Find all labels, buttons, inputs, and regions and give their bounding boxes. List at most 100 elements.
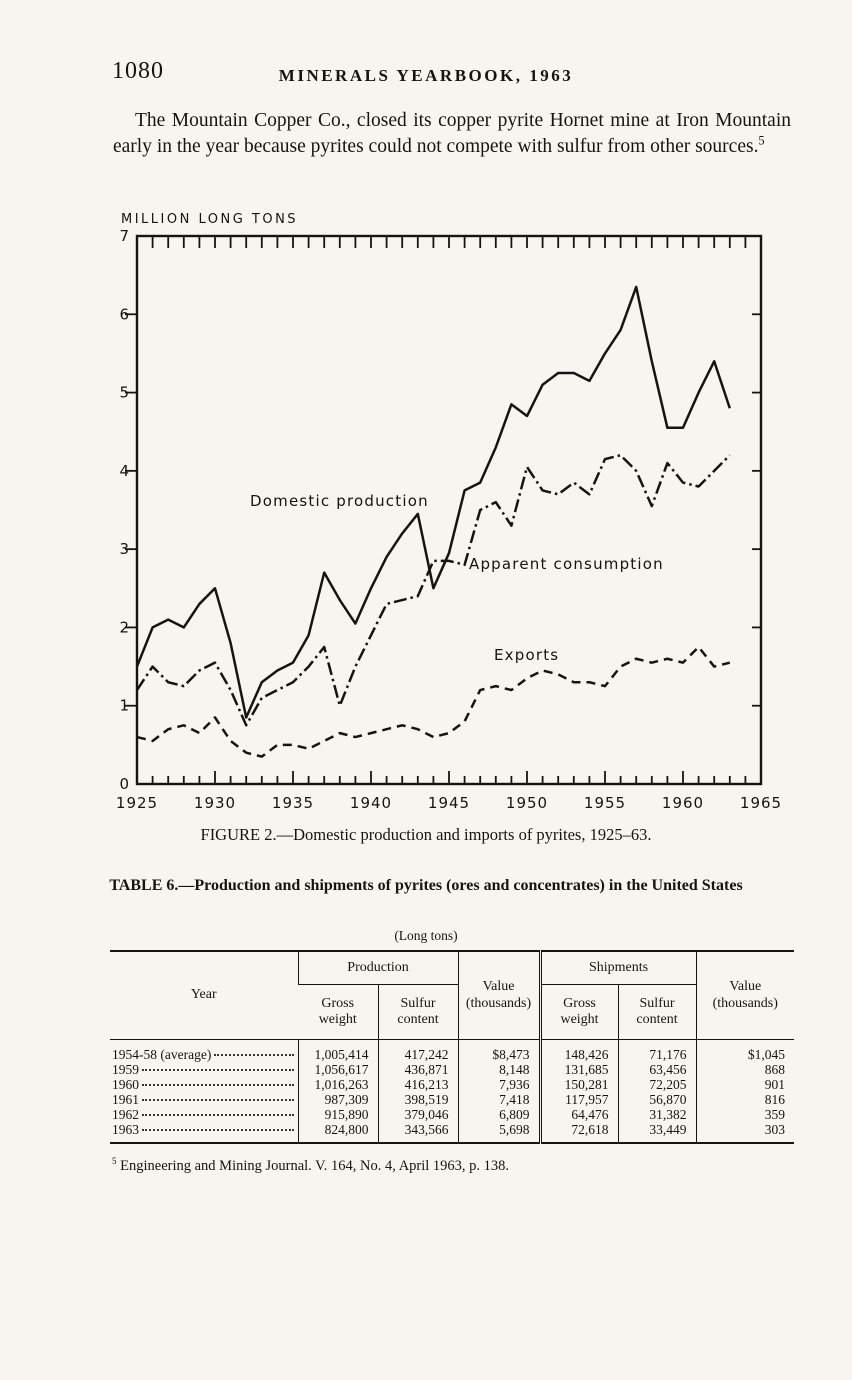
table-header: Year Production Value (thousands) Shipme… <box>110 951 795 1040</box>
table-title: TABLE 6.—Production and shipments of pyr… <box>109 877 743 894</box>
production-gross-cell: 987,309 <box>297 1092 378 1107</box>
dot-leader <box>142 1069 294 1071</box>
shipments-sulfur-cell: 72,205 <box>617 1077 697 1092</box>
chart-canvas: 0 1 2 3 4 5 6 7 1925 1930 1935 1940 1945 1950 1955 1960… <box>117 227 782 812</box>
col-group-shipments: Shipments <box>538 951 697 985</box>
production-gross-cell: 824,800 <box>297 1122 378 1143</box>
table-body: 1954-58 (average) 1,005,414 417,242 $8,4… <box>110 1039 795 1143</box>
col-header-production-sulfur: Sulfur content <box>377 984 459 1040</box>
col-header-production-gross: Gross weight <box>318 995 357 1027</box>
shipments-gross-cell: 72,618 <box>538 1122 619 1143</box>
production-gross-cell: 1,005,414 <box>297 1039 378 1062</box>
page-number: 1080 <box>112 58 164 84</box>
table-subtitle: (Long tons) <box>394 928 458 943</box>
production-value-cell: 8,148 <box>457 1062 541 1077</box>
row-year: 1963 <box>112 1122 139 1137</box>
exports-line <box>136 645 731 758</box>
production-sulfur-cell: 416,213 <box>377 1077 459 1092</box>
col-header-year: Year <box>190 987 217 1003</box>
y-tick-label: 3 <box>119 540 129 558</box>
paragraph-text: The Mountain Copper Co., closed its copp… <box>113 110 791 157</box>
production-shipments-table: Year Production Value (thousands) Shipme… <box>110 950 795 1144</box>
table-row: 1960 1,016,263 416,213 7,936 150,281 72,… <box>110 1077 795 1092</box>
footnote: 5 Engineering and Mining Journal. V. 164… <box>112 1156 510 1175</box>
table-row: 1959 1,056,617 436,871 8,148 131,685 63,… <box>110 1062 795 1077</box>
shipments-value-cell: 868 <box>695 1062 795 1077</box>
shipments-gross-cell: 64,476 <box>538 1107 619 1122</box>
x-tick-label: 1955 <box>584 794 626 812</box>
table-row: 1961 987,309 398,519 7,418 117,957 56,87… <box>110 1092 795 1107</box>
y-tick-label: 7 <box>119 227 129 245</box>
row-year: 1961 <box>112 1092 139 1107</box>
table-row: 1963 824,800 343,566 5,698 72,618 33,449… <box>110 1122 795 1143</box>
footnote-marker: 5 <box>112 1156 117 1167</box>
year-cell: 1960 <box>110 1077 298 1092</box>
production-sulfur-cell: 436,871 <box>377 1062 459 1077</box>
year-cell: 1959 <box>110 1062 298 1077</box>
shipments-gross-cell: 150,281 <box>538 1077 619 1092</box>
production-gross-cell: 1,016,263 <box>297 1077 378 1092</box>
x-tick-label: 1935 <box>272 794 314 812</box>
dot-leader <box>142 1129 294 1131</box>
series-label-apparent-consumption: Apparent consumption <box>469 555 664 573</box>
shipments-sulfur-cell: 71,176 <box>617 1039 697 1062</box>
year-cell: 1961 <box>110 1092 298 1107</box>
figure-2-chart: MILLION LONG TONS 0 1 2 3 4 5 6 7 1925 1930 1935 19… <box>117 206 807 818</box>
col-header-shipments-gross: Gross weight <box>538 984 619 1040</box>
y-tick-label: 1 <box>119 697 129 715</box>
dot-leader <box>142 1084 294 1086</box>
table-row: 1954-58 (average) 1,005,414 417,242 $8,4… <box>110 1039 795 1062</box>
production-value-cell: 6,809 <box>457 1107 541 1122</box>
y-tick-label: 0 <box>119 775 129 793</box>
dot-leader <box>214 1054 294 1056</box>
table-row: 1962 915,890 379,046 6,809 64,476 31,382… <box>110 1107 795 1122</box>
shipments-value-cell: 816 <box>695 1092 795 1107</box>
shipments-gross-cell: 117,957 <box>538 1092 619 1107</box>
col-header-production-value: Value (thousands) <box>457 951 541 1040</box>
series-label-exports: Exports <box>494 646 560 664</box>
shipments-sulfur-cell: 56,870 <box>617 1092 697 1107</box>
production-gross-cell: 1,056,617 <box>297 1062 378 1077</box>
y-tick-label: 5 <box>119 384 129 402</box>
production-sulfur-cell: 379,046 <box>377 1107 459 1122</box>
y-tick-label: 6 <box>119 305 129 323</box>
year-cell: 1963 <box>110 1122 298 1143</box>
shipments-value-cell: $1,045 <box>695 1039 795 1062</box>
x-tick-label: 1960 <box>662 794 704 812</box>
footnote-text: Engineering and Mining Journal. V. 164, … <box>120 1158 510 1174</box>
production-value-cell: $8,473 <box>457 1039 541 1062</box>
y-axis-title: MILLION LONG TONS <box>121 212 299 227</box>
running-head: MINERALS YEARBOOK, 1963 <box>278 66 574 85</box>
production-value-cell: 5,698 <box>457 1122 541 1143</box>
shipments-sulfur-cell: 63,456 <box>617 1062 697 1077</box>
col-header-shipments-sulfur: Sulfur content <box>617 984 697 1040</box>
dot-leader <box>142 1114 294 1116</box>
table-6: Year Production Value (thousands) Shipme… <box>110 950 795 1144</box>
shipments-value-cell: 359 <box>695 1107 795 1122</box>
production-sulfur-cell: 343,566 <box>377 1122 459 1143</box>
figure-caption: FIGURE 2.—Domestic production and import… <box>200 825 652 844</box>
shipments-value-cell: 303 <box>695 1122 795 1143</box>
production-sulfur-cell: 417,242 <box>377 1039 459 1062</box>
y-tick-label: 4 <box>119 462 129 480</box>
row-year: 1962 <box>112 1107 139 1122</box>
shipments-sulfur-cell: 31,382 <box>617 1107 697 1122</box>
production-sulfur-cell: 398,519 <box>377 1092 459 1107</box>
year-cell: 1954-58 (average) <box>110 1040 298 1062</box>
row-year: 1959 <box>112 1062 139 1077</box>
col-group-production: Production <box>297 951 459 985</box>
shipments-sulfur-cell: 33,449 <box>617 1122 697 1143</box>
body-paragraph: The Mountain Copper Co., closed its copp… <box>113 108 791 159</box>
dot-leader <box>142 1099 294 1101</box>
apparent-consumption-line <box>135 453 731 727</box>
shipments-gross-cell: 131,685 <box>538 1062 619 1077</box>
x-tick-label: 1950 <box>506 794 548 812</box>
y-tick-label: 2 <box>119 618 129 636</box>
col-header-shipments-value: Value (thousands) <box>695 951 795 1040</box>
plot-frame <box>135 234 763 786</box>
footnote-reference: 5 <box>758 133 765 148</box>
x-tick-label: 1940 <box>350 794 392 812</box>
x-tick-label: 1965 <box>740 794 782 812</box>
domestic-production-line <box>135 285 731 719</box>
row-year: 1960 <box>112 1077 139 1092</box>
